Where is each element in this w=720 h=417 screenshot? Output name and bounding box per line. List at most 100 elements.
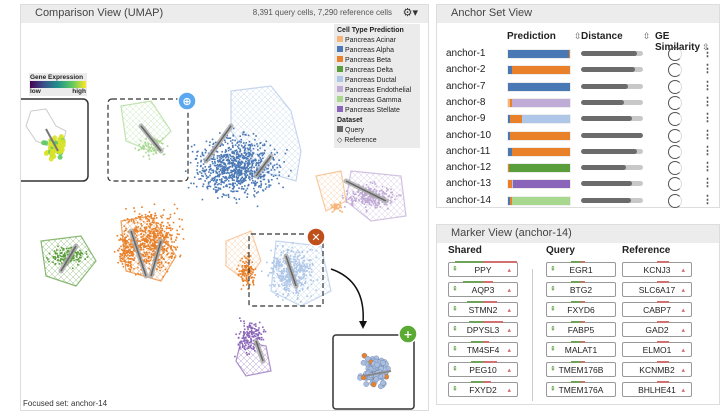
- add-icon[interactable]: +: [398, 324, 418, 344]
- anchor-row[interactable]: anchor-14 ⋮: [437, 193, 720, 209]
- gear-icon[interactable]: ⚙▾: [402, 7, 418, 19]
- marker-gene-card[interactable]: ⇞ EGR1: [546, 261, 616, 277]
- query-cell: [59, 252, 62, 254]
- anchor-row[interactable]: anchor-10 ⋮: [437, 128, 720, 144]
- query-cell: [237, 169, 239, 171]
- legend-item[interactable]: Pancreas Delta: [337, 66, 417, 76]
- marker-gene-card[interactable]: GAD2 ▴: [622, 321, 692, 337]
- marker-gene-card[interactable]: ⇞ STMN2 ▴: [448, 301, 518, 317]
- marker-gene-card[interactable]: CABP7 ▴: [622, 301, 692, 317]
- query-cell: [238, 169, 240, 172]
- query-cell: [365, 193, 367, 196]
- query-cell: [155, 214, 157, 217]
- remove-icon-circle: [306, 227, 326, 247]
- more-options-icon[interactable]: ⋮: [702, 47, 713, 59]
- legend-item[interactable]: Pancreas Beta: [337, 56, 417, 66]
- marker-gene-card[interactable]: ⇞ MALAT1: [546, 341, 616, 357]
- query-cell: [239, 178, 242, 181]
- anchor-link: [253, 153, 274, 179]
- query-cell: [167, 240, 169, 243]
- marker-gene-card[interactable]: ⇞ PPY ▴: [448, 261, 518, 277]
- query-cell: [152, 231, 155, 234]
- zoom-in-icon[interactable]: ⊕: [177, 91, 197, 111]
- anchor-row[interactable]: anchor-12 ⋮: [437, 160, 720, 176]
- query-cell: [372, 202, 375, 205]
- anchor-row[interactable]: anchor-8 ⋮: [437, 95, 720, 111]
- query-cell: [144, 141, 147, 144]
- query-cell: [153, 149, 156, 152]
- anchor-row[interactable]: anchor-11 ⋮: [437, 144, 720, 160]
- query-cell: [276, 151, 278, 154]
- query-cell: [331, 211, 334, 213]
- legend-item[interactable]: Pancreas Endothelial: [337, 86, 417, 96]
- more-options-icon[interactable]: ⋮: [702, 144, 713, 157]
- query-cell: [217, 165, 219, 167]
- query-tag: [469, 321, 483, 323]
- remove-icon[interactable]: ✕: [306, 227, 326, 247]
- anchor-row[interactable]: anchor-13 ⋮: [437, 176, 720, 192]
- query-cell: [245, 275, 248, 277]
- query-cell: [246, 170, 249, 172]
- more-options-icon[interactable]: ⋮: [702, 193, 713, 206]
- query-cell: [231, 175, 234, 178]
- query-cell: [124, 242, 126, 244]
- umap-plot[interactable]: ⊕ ✕ +: [21, 5, 430, 412]
- anchor-row[interactable]: anchor-1 ⋮: [437, 46, 720, 62]
- legend-item[interactable]: Pancreas Alpha: [337, 46, 417, 56]
- more-options-icon[interactable]: ⋮: [702, 177, 713, 190]
- more-options-icon[interactable]: ⋮: [702, 128, 713, 141]
- query-cell: [363, 203, 366, 205]
- query-cell: [215, 170, 217, 172]
- more-options-icon[interactable]: ⋮: [702, 63, 713, 76]
- query-cell: [268, 186, 270, 188]
- legend-item[interactable]: Pancreas Acinar: [337, 36, 417, 46]
- query-cell: [236, 179, 238, 181]
- query-cell: [224, 149, 227, 151]
- marker-gene-card[interactable]: ⇞ TMEM176B: [546, 361, 616, 377]
- query-cell: [151, 254, 154, 256]
- anchor-row[interactable]: anchor-9 ⋮: [437, 111, 720, 127]
- marker-gene-card[interactable]: ⇞ TMEM176A: [546, 381, 616, 397]
- marker-gene-card[interactable]: BHLHE41 ▴: [622, 381, 692, 397]
- marker-gene-card[interactable]: ⇞ BTG2: [546, 281, 616, 297]
- marker-gene-card[interactable]: KCNMB2 ▴: [622, 361, 692, 377]
- query-cell: [250, 160, 253, 163]
- anchor-row[interactable]: anchor-7 ⋮: [437, 79, 720, 95]
- marker-gene-card[interactable]: ELMO1 ▴: [622, 341, 692, 357]
- legend-item[interactable]: Pancreas Gamma: [337, 96, 417, 106]
- query-cell: [237, 153, 240, 156]
- query-cell: [220, 157, 223, 160]
- anchor-row[interactable]: anchor-2 ⋮: [437, 62, 720, 78]
- query-cell: [154, 247, 156, 250]
- query-cell: [244, 269, 247, 271]
- more-options-icon[interactable]: ⋮: [702, 95, 713, 108]
- more-options-icon[interactable]: ⋮: [702, 79, 713, 92]
- marker-gene-card[interactable]: ⇞ FXYD2 ▴: [448, 381, 518, 397]
- query-cell: [361, 200, 364, 202]
- marker-gene-card[interactable]: ⇞ FXYD6: [546, 301, 616, 317]
- marker-gene-card[interactable]: ⇞ FABP5: [546, 321, 616, 337]
- query-cell: [126, 245, 128, 248]
- query-cell: [251, 170, 254, 173]
- legend-item[interactable]: Pancreas Stellate: [337, 106, 417, 116]
- prediction-header[interactable]: Prediction ⇳: [507, 31, 582, 42]
- more-options-icon[interactable]: ⋮: [702, 112, 713, 125]
- distance-header[interactable]: Distance ⇳: [581, 31, 651, 42]
- query-cell: [141, 239, 143, 241]
- query-cell: [202, 154, 205, 157]
- marker-gene-card[interactable]: ⇞ DPYSL3 ▴: [448, 321, 518, 337]
- query-tag: [467, 301, 483, 303]
- query-cell: [365, 210, 368, 213]
- query-cell: [248, 353, 250, 355]
- marker-gene-card[interactable]: ⇞ TM4SF4 ▴: [448, 341, 518, 357]
- query-cell: [275, 268, 278, 271]
- more-options-icon[interactable]: ⋮: [702, 161, 713, 174]
- gene-name: BHLHE41: [638, 385, 676, 395]
- marker-gene-card[interactable]: SLC6A17 ▴: [622, 281, 692, 297]
- legend-item[interactable]: Pancreas Ductal: [337, 76, 417, 86]
- marker-gene-card[interactable]: ⇞ AQP3 ▴: [448, 281, 518, 297]
- marker-gene-card[interactable]: KCNJ3 ▴: [622, 261, 692, 277]
- query-cell: [152, 220, 154, 222]
- marker-gene-card[interactable]: ⇞ PEG10 ▴: [448, 361, 518, 377]
- query-cell: [372, 189, 375, 192]
